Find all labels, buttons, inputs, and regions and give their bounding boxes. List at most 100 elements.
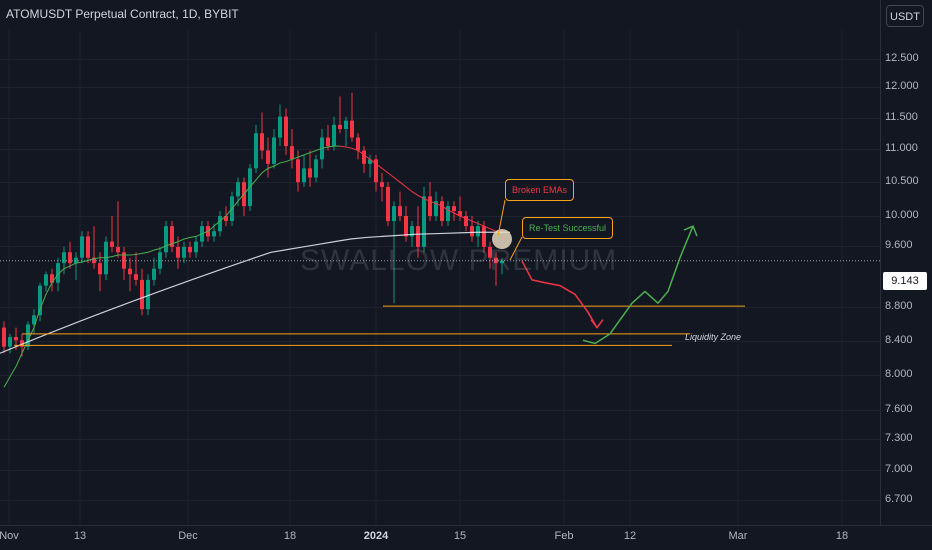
candle-body <box>50 274 54 283</box>
candle-body <box>314 159 318 178</box>
candle-body <box>464 216 468 227</box>
x-tick-label: Feb <box>554 530 574 542</box>
candle-body <box>236 182 240 197</box>
candle-body <box>494 257 498 264</box>
candle-body <box>488 246 492 258</box>
candle-body <box>116 246 120 253</box>
candle-body <box>86 236 90 258</box>
candle-body <box>68 252 72 264</box>
projection-down-arrow <box>590 319 604 329</box>
ema-fast-line <box>3 145 340 388</box>
candle-body <box>254 133 258 169</box>
candle-body <box>140 279 144 310</box>
y-tick-label: 12.500 <box>885 52 919 64</box>
candle-body <box>434 201 438 216</box>
candle-body <box>8 337 12 347</box>
candle-body <box>380 182 384 187</box>
annotation-connector <box>497 199 506 237</box>
candle-body <box>74 257 78 264</box>
candle-body <box>326 137 330 147</box>
retest-marker <box>492 229 512 250</box>
ema-fast-line <box>339 145 503 235</box>
candle-body <box>2 327 6 347</box>
y-tick-label: 10.000 <box>885 209 919 221</box>
candle-body <box>56 263 60 283</box>
candle-body <box>80 236 84 258</box>
current-price-tag: 9.143 <box>883 272 927 290</box>
y-tick-label: 8.400 <box>885 334 913 346</box>
x-tick-label: 18 <box>835 530 849 542</box>
candle-body <box>386 186 390 222</box>
candle-body <box>164 226 168 253</box>
candle-body <box>32 315 36 325</box>
candle-body <box>308 168 312 178</box>
candle-body <box>332 124 336 147</box>
candle-body <box>356 137 360 151</box>
candle-body <box>404 216 408 237</box>
candle-body <box>398 206 402 216</box>
y-tick-label: 11.500 <box>885 111 918 123</box>
candle-body <box>62 252 66 264</box>
candle-body <box>278 116 282 138</box>
candle-body <box>224 216 228 222</box>
candle-body <box>194 241 198 253</box>
x-tick-label: 12 <box>623 530 637 542</box>
candle-body <box>272 137 276 164</box>
projection-up-arrow <box>683 225 698 237</box>
candle-body <box>290 146 294 160</box>
retest-annotation[interactable]: Re-Test Successful <box>522 217 614 239</box>
candle-body <box>98 263 102 275</box>
candle-body <box>218 216 222 232</box>
ema-slow-line <box>0 231 510 354</box>
candle-body <box>122 252 126 269</box>
candle-body <box>350 120 354 138</box>
candle-body <box>134 274 138 280</box>
x-tick-label: 13 <box>73 530 87 542</box>
candle-body <box>176 246 180 258</box>
candle-body <box>20 340 24 347</box>
candle-body <box>446 206 450 222</box>
candle-body <box>374 159 378 183</box>
x-tick-label: Nov <box>0 530 19 542</box>
candle-body <box>260 133 264 151</box>
y-tick-label: 8.000 <box>885 368 913 380</box>
candle-body <box>416 226 420 247</box>
candle-body <box>170 226 174 247</box>
y-tick-label: 6.700 <box>885 493 913 505</box>
candle-body <box>458 211 462 216</box>
broken-emas-annotation[interactable]: Broken EMAs <box>505 179 575 201</box>
candle-body <box>110 241 114 247</box>
y-tick-label: 9.600 <box>885 239 913 251</box>
liquidity-zone-label: Liquidity Zone <box>685 332 742 342</box>
y-tick-label: 7.600 <box>885 403 913 415</box>
candle-body <box>470 226 474 237</box>
candle-body <box>14 337 18 341</box>
candle-body <box>212 231 216 237</box>
candle-body <box>266 150 270 164</box>
y-tick-label: 7.000 <box>885 463 913 475</box>
currency-selector[interactable]: USDT <box>886 5 924 27</box>
y-tick-label: 12.000 <box>885 80 919 92</box>
candle-body <box>92 257 96 264</box>
projection-down-path <box>521 260 598 328</box>
candle-body <box>452 206 456 212</box>
candle-body <box>476 226 480 237</box>
chart-title: ATOMUSDT Perpetual Contract, 1D, BYBIT <box>6 7 239 21</box>
candle-body <box>338 124 342 130</box>
candle-body <box>188 246 192 253</box>
candle-body <box>152 268 156 280</box>
annotation-connector <box>509 236 523 261</box>
candle-body <box>500 260 504 264</box>
candle-body <box>182 246 186 258</box>
candle-body <box>422 196 426 247</box>
candle-body <box>368 159 372 164</box>
candle-body <box>44 274 48 286</box>
candle-body <box>344 120 348 130</box>
x-tick-label: 15 <box>453 530 467 542</box>
candle-body <box>128 268 132 275</box>
y-tick-label: 11.000 <box>885 142 918 154</box>
candle-body <box>296 159 300 183</box>
candle-body <box>158 252 162 269</box>
candle-body <box>440 201 444 222</box>
